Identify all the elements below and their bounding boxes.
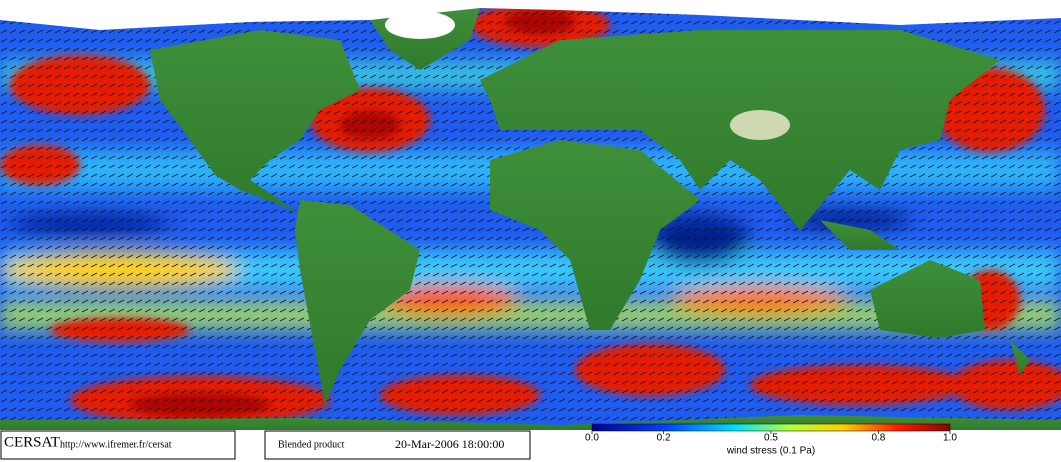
- logo: CERSAT: [4, 434, 60, 450]
- ice: [0, 0, 1061, 140]
- colorbar: [591, 423, 951, 432]
- colorbar-tick-label: 0.5: [764, 433, 778, 444]
- product: Blended product: [278, 439, 345, 450]
- product-box: [264, 430, 531, 460]
- colorbar-label: wind stress (0.1 Pa): [726, 446, 815, 457]
- colorbar-tick-label: 0.0: [585, 433, 599, 444]
- credit-box: [0, 430, 236, 460]
- colorbar-tick-label: 1.0: [943, 433, 957, 444]
- url: http://www.ifremer.fr/cersat: [60, 439, 172, 450]
- footer: CERSAT http://www.ifremer.fr/cersat Blen…: [0, 423, 1061, 462]
- date: 20-Mar-2006 18:00:00: [395, 437, 504, 451]
- colorbar-tick-label: 0.8: [871, 433, 885, 444]
- colorbar-tick-label: 0.2: [657, 433, 671, 444]
